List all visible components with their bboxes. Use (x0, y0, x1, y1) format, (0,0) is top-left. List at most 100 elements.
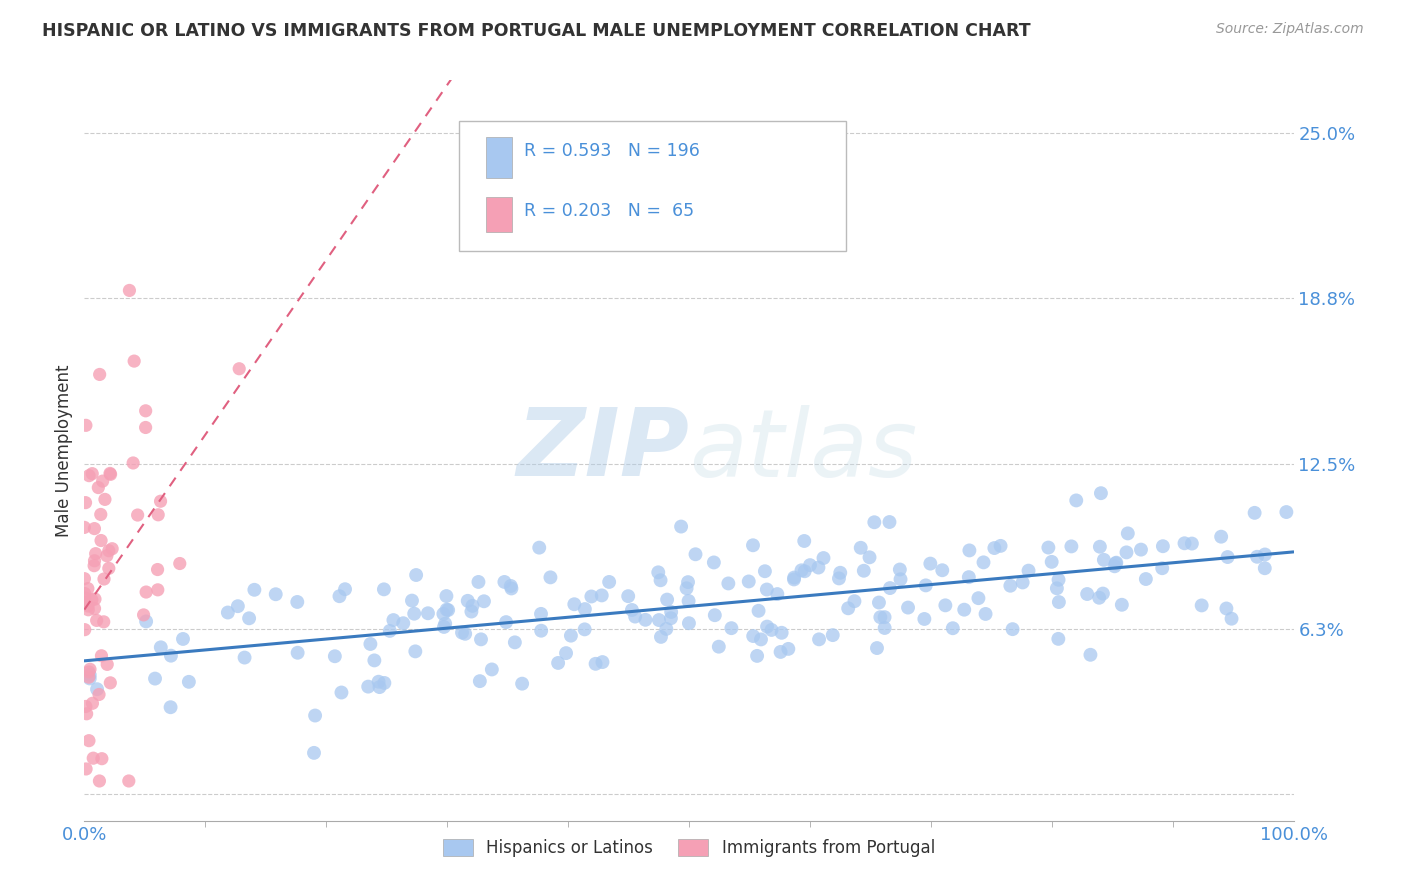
Point (79, 668, 101, 682)
Point (122, 354, 145, 368)
Point (1047, 632, 1070, 646)
Point (650, 574, 672, 588)
Point (77, 733, 100, 747)
Point (143, 672, 166, 686)
Point (75, 418, 97, 433)
FancyBboxPatch shape (460, 121, 846, 251)
Point (96, 657, 118, 672)
Point (793, 564, 815, 578)
Point (177, 674, 200, 689)
Point (82, 696, 104, 710)
Point (873, 621, 896, 635)
Point (783, 570, 806, 584)
Point (118, 774, 141, 789)
Point (912, 612, 935, 626)
Point (90, 533, 112, 548)
Point (118, 284, 141, 298)
Point (135, 404, 157, 418)
Point (598, 574, 620, 589)
FancyBboxPatch shape (486, 137, 512, 178)
Point (778, 641, 800, 656)
Point (675, 582, 697, 596)
Point (766, 587, 789, 601)
Point (659, 605, 682, 619)
Point (89, 774, 111, 789)
Point (495, 615, 517, 629)
Point (585, 657, 607, 671)
Point (678, 616, 700, 631)
Point (808, 632, 831, 647)
Point (233, 650, 256, 665)
Point (98, 676, 121, 690)
Point (761, 623, 783, 637)
Point (889, 562, 911, 576)
Point (574, 602, 596, 616)
Point (1000, 579, 1022, 593)
Point (967, 591, 990, 606)
Point (1091, 586, 1114, 600)
Point (703, 556, 725, 570)
Point (974, 607, 997, 621)
Point (382, 613, 405, 627)
Point (530, 607, 553, 621)
Point (404, 644, 426, 658)
Point (678, 594, 700, 608)
Point (378, 624, 401, 638)
Point (87, 481, 110, 495)
Point (333, 582, 356, 597)
Point (90, 648, 112, 663)
Point (73, 623, 96, 637)
Point (745, 648, 768, 663)
Y-axis label: Male Unemployment: Male Unemployment (55, 364, 73, 537)
Point (1046, 582, 1069, 596)
Point (87, 688, 110, 702)
Point (1220, 612, 1243, 626)
Point (93, 615, 115, 629)
Point (1104, 559, 1126, 574)
Point (148, 508, 170, 522)
Point (146, 562, 169, 576)
Point (849, 541, 872, 555)
Point (83, 522, 105, 536)
Point (149, 640, 172, 655)
Point (957, 543, 980, 558)
Point (717, 576, 740, 591)
Point (931, 563, 953, 577)
Point (159, 700, 181, 714)
Point (685, 547, 707, 561)
Point (238, 611, 260, 625)
Point (373, 676, 395, 690)
Point (80, 592, 103, 607)
Text: atlas: atlas (689, 405, 917, 496)
Point (73, 586, 96, 600)
Point (821, 628, 844, 642)
Point (127, 508, 149, 522)
Point (1088, 591, 1111, 605)
Point (538, 570, 561, 584)
Point (983, 541, 1005, 555)
Point (401, 593, 423, 607)
Point (367, 674, 389, 689)
Point (1246, 549, 1268, 564)
Point (328, 589, 350, 603)
Point (363, 653, 385, 667)
Point (76, 706, 98, 721)
Point (264, 587, 287, 601)
Point (82, 751, 104, 765)
Point (591, 588, 613, 602)
Point (1181, 536, 1204, 550)
Point (357, 680, 380, 694)
Point (555, 646, 578, 660)
Point (869, 610, 891, 624)
Point (1047, 595, 1070, 609)
Point (828, 571, 851, 585)
Point (89, 368, 111, 382)
Point (433, 620, 456, 634)
Point (359, 637, 381, 651)
Point (100, 467, 122, 482)
Point (75, 762, 97, 776)
Point (499, 579, 522, 593)
Point (77, 603, 100, 617)
Point (770, 625, 793, 640)
Point (135, 585, 157, 599)
